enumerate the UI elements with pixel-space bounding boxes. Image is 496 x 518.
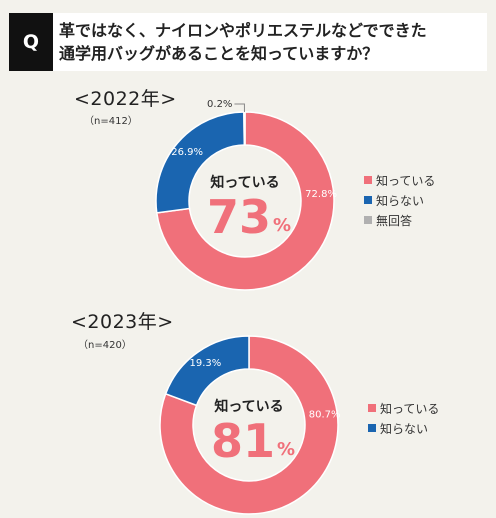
donut-slice-know — [159, 335, 339, 515]
question-line-1: 革ではなく、ナイロンやポリエステルなどでできた — [59, 21, 427, 40]
donut-slice-dont-know — [164, 335, 250, 407]
legend-item-no-answer: 無回答 — [364, 210, 435, 230]
label-leader-line — [234, 103, 245, 113]
data-label-know: 80.7% — [309, 409, 341, 420]
legend-item-know: 知っている — [364, 170, 435, 190]
legend-swatch — [364, 216, 372, 224]
legend-label: 知っている — [376, 173, 436, 188]
data-label-dont-know: 19.3% — [190, 358, 222, 369]
donut-slice-know — [155, 111, 335, 291]
chart-2022-title: <2022年> — [74, 88, 177, 110]
legend-label: 知らない — [376, 193, 425, 208]
legend-2023: 知っている 知らない — [368, 398, 439, 438]
legend-swatch — [368, 404, 376, 412]
legend-swatch — [368, 424, 376, 432]
legend-swatch — [364, 176, 372, 184]
center-label: 知っている — [210, 174, 279, 191]
center-value: 81 — [211, 414, 275, 468]
data-label-know: 72.8% — [305, 189, 337, 200]
center-label: 知っている — [214, 398, 283, 415]
question-badge: Q — [9, 13, 53, 71]
question-text: 革ではなく、ナイロンやポリエステルなどでできた 通学用バッグがあることを知ってい… — [59, 19, 483, 65]
legend-swatch — [364, 196, 372, 204]
legend-label: 知っている — [380, 401, 440, 416]
question-line-2: 通学用バッグがあることを知っていますか？ — [59, 44, 379, 63]
legend-label: 無回答 — [376, 213, 413, 228]
data-label-no-answer: 0.2% — [207, 99, 232, 110]
legend-item-know: 知っている — [368, 398, 439, 418]
legend-label: 知らない — [380, 421, 429, 436]
center-value: 73 — [207, 190, 271, 244]
center-unit: % — [277, 439, 295, 460]
question-header: Q 革ではなく、ナイロンやポリエステルなどでできた 通学用バッグがあることを知っ… — [9, 13, 487, 71]
legend-item-dont-know: 知らない — [368, 418, 439, 438]
donut-slice-no-answer — [243, 111, 246, 146]
legend-item-dont-know: 知らない — [364, 190, 435, 210]
legend-2022: 知っている知らない無回答 — [364, 170, 435, 230]
chart-2023-sample-size: （n=420） — [78, 340, 132, 351]
center-unit: % — [273, 215, 291, 236]
chart-2022-sample-size: （n=412） — [84, 116, 138, 127]
data-label-dont-know: 26.9% — [171, 147, 203, 158]
chart-2023-title: <2023年> — [71, 311, 174, 333]
